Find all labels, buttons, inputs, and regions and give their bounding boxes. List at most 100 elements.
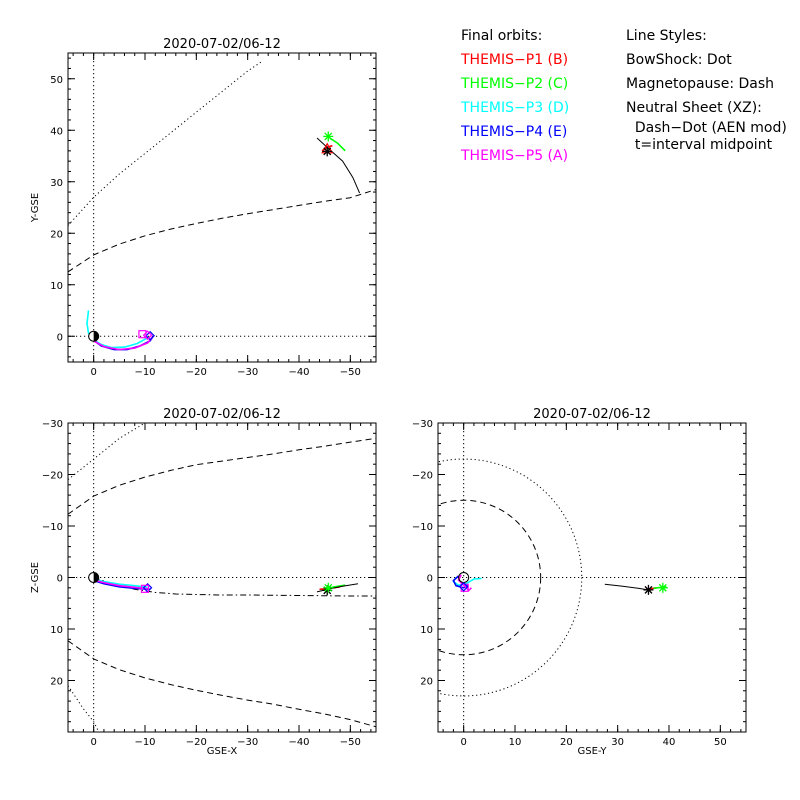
series-bow-shock-cross-section [438, 458, 583, 697]
panel-bottom-left: 2020-07-02/06-12 GSE-X Z-GSE 0 −10 −20 −30 −40 −… [30, 407, 377, 757]
asterisk-marker [323, 582, 334, 593]
x-tick-label: −40 [288, 367, 309, 378]
series-magnetopause [68, 189, 376, 273]
final-orbits-title: Final orbits: [461, 28, 543, 44]
asterisk-marker [643, 584, 654, 595]
y-tick-label: 10 [420, 625, 433, 636]
series-themis-p3-d [90, 577, 148, 589]
y-tick-label: 20 [420, 677, 433, 688]
plot-area [68, 423, 376, 732]
y-tick-label: 40 [50, 126, 63, 137]
series-themis-p2-c [329, 137, 346, 152]
x-tick-label: 20 [560, 737, 573, 748]
y-tick-label: −30 [42, 419, 63, 430]
asterisk-stroke [324, 583, 333, 592]
series-bow-shock-north [68, 685, 100, 732]
panel-frame [437, 422, 747, 733]
series-themis-p5-a [91, 578, 148, 590]
diamond-marker [142, 330, 153, 341]
legend-entry-p3: THEMIS−P3 (D) [461, 100, 570, 116]
legend-entry-p2: THEMIS−P2 (C) [461, 76, 569, 92]
y-tick-label: −20 [42, 471, 63, 482]
x-tick-label: −50 [340, 367, 361, 378]
diamond-marker [145, 330, 155, 341]
y-tick-label: 0 [427, 574, 433, 585]
x-tick-label: −30 [237, 737, 258, 748]
axis-ticks [68, 53, 376, 362]
panel-top-left: 2020-07-02/06-12 Y-GSE 0 −10 −20 −30 −40 −50 0 10… [30, 37, 377, 378]
x-tick-label: 40 [663, 737, 676, 748]
earth-dayside [93, 572, 99, 583]
x-tick-label: 0 [460, 737, 466, 748]
plot-area [438, 423, 746, 732]
x-axis-label: GSE-X [207, 746, 238, 757]
line-style-magnetopause: Magnetopause: Dash [626, 76, 775, 92]
panel-frame [67, 422, 377, 733]
y-tick-label: 10 [50, 281, 63, 292]
y-tick-label: −10 [412, 522, 433, 533]
x-tick-label: 0 [90, 367, 96, 378]
plot-area [68, 53, 376, 362]
legend-entry-p4: THEMIS−P4 (E) [461, 124, 568, 140]
y-tick-label: 20 [50, 229, 63, 240]
panel-title: 2020-07-02/06-12 [533, 407, 651, 422]
line-styles-legend: Line Styles: BowShock: Dot Magnetopause:… [626, 24, 787, 154]
line-style-neutral-sheet: Neutral Sheet (XZ): [626, 100, 762, 116]
diamond-marker [458, 581, 469, 592]
legend-entry-p5: THEMIS−P5 (A) [461, 148, 569, 164]
x-tick-label: 10 [509, 737, 522, 748]
earth-dayside [93, 331, 99, 342]
x-axis-label: GSE-Y [578, 746, 608, 757]
y-tick-label: −20 [412, 471, 433, 482]
asterisk-stroke [324, 132, 333, 141]
y-tick-label: −10 [42, 522, 63, 533]
x-tick-label: −10 [134, 367, 155, 378]
square-marker [140, 584, 150, 593]
series-magnetopause-south [68, 437, 376, 515]
panel-title: 2020-07-02/06-12 [163, 37, 281, 52]
legend-entry-p1: THEMIS−P1 (B) [461, 52, 569, 68]
series-themis-p5-a [457, 574, 472, 592]
line-style-neutral-sheet-time: t=interval midpoint [626, 137, 773, 153]
series-bow-shock-south [68, 423, 146, 480]
x-tick-label: −40 [288, 737, 309, 748]
series-neutral-sheet [93, 577, 376, 597]
square-marker [138, 330, 147, 339]
y-axis-label: Y-GSE [30, 193, 41, 223]
y-tick-label: 10 [50, 625, 63, 636]
series-spacecraft-track [316, 137, 361, 194]
y-tick-label: 30 [50, 178, 63, 189]
asterisk-stroke [323, 147, 332, 156]
asterisk-marker [323, 131, 334, 142]
axis-ticks [438, 422, 746, 733]
y-tick-label: 0 [57, 332, 63, 343]
x-tick-label: −50 [340, 737, 361, 748]
asterisk-marker [322, 146, 333, 157]
x-tick-label: 0 [90, 737, 96, 748]
panel-frame [67, 52, 377, 363]
x-tick-label: −10 [134, 737, 155, 748]
series-magnetopause-north [68, 640, 376, 728]
axis-ticks [68, 422, 376, 733]
series-magnetopause-cross-section [438, 499, 542, 656]
asterisk-marker [657, 582, 668, 593]
panel-bottom-right: 2020-07-02/06-12 GSE-Y 0 10 20 30 40 50 −30 −20 −1… [412, 407, 747, 757]
asterisk-stroke [658, 583, 667, 592]
x-tick-label: 50 [714, 737, 727, 748]
series-bow-shock [68, 60, 264, 226]
y-tick-label: 0 [57, 574, 63, 585]
line-styles-title: Line Styles: [626, 28, 707, 44]
y-axis-label: Z-GSE [30, 562, 41, 593]
x-tick-label: −20 [186, 367, 207, 378]
y-tick-label: 20 [50, 677, 63, 688]
x-tick-label: 30 [611, 737, 624, 748]
line-style-neutral-sheet-detail: Dash−Dot (AEN mod) [626, 120, 787, 136]
line-style-bowshock: BowShock: Dot [626, 52, 732, 68]
asterisk-stroke [644, 585, 653, 594]
x-tick-label: −30 [237, 367, 258, 378]
y-tick-label: 50 [50, 75, 63, 86]
final-orbits-legend: Final orbits: THEMIS−P1 (B) THEMIS−P2 (C… [461, 24, 569, 168]
panel-title: 2020-07-02/06-12 [163, 407, 281, 422]
y-tick-label: −30 [412, 419, 433, 430]
